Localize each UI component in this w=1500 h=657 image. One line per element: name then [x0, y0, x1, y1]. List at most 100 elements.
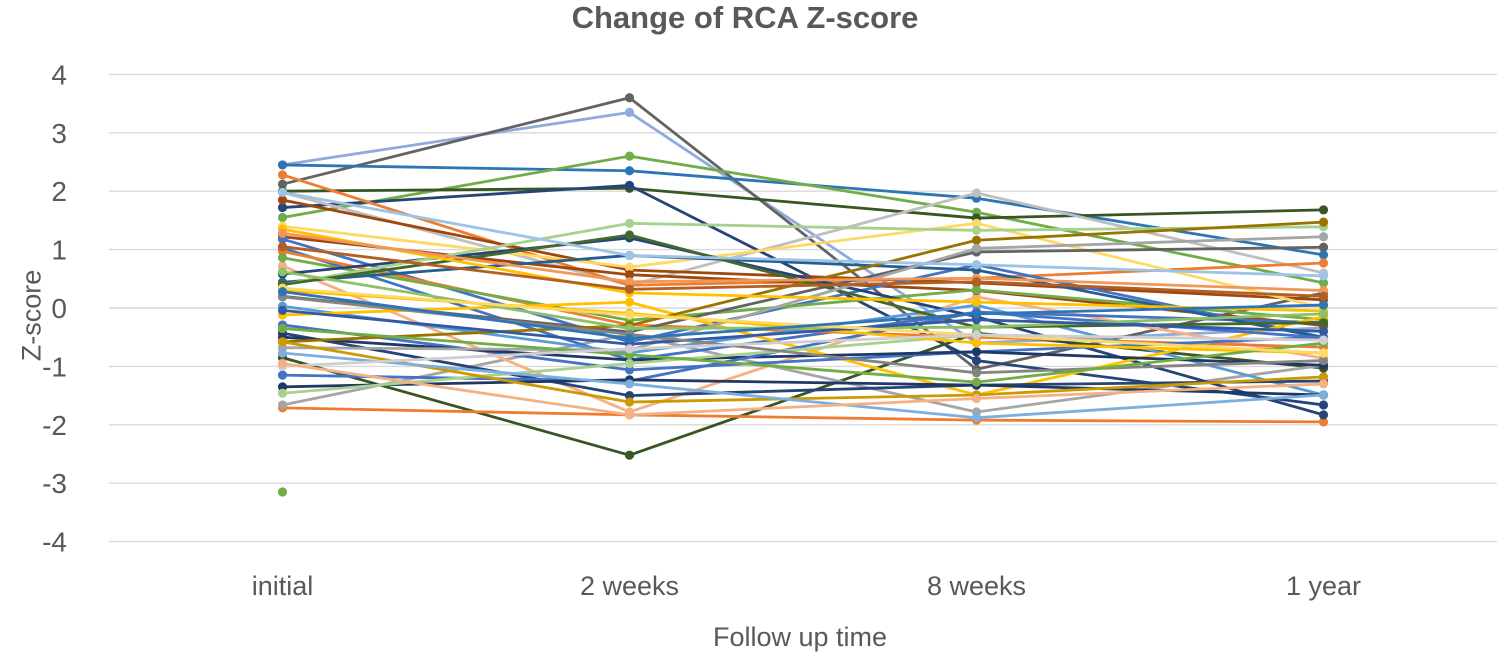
series-line: [975, 359, 1325, 375]
data-point-marker: [1318, 300, 1329, 310]
series-line: [975, 318, 1325, 333]
data-point-marker: [1318, 318, 1329, 328]
data-point-marker: [277, 348, 288, 358]
data-point-marker: [624, 450, 635, 460]
data-point-marker: [971, 338, 982, 348]
x-tick-label: 2 weeks: [580, 571, 679, 601]
series-line: [281, 286, 631, 317]
series-line: [975, 280, 1325, 298]
series-line: [975, 418, 1325, 424]
series-line: [628, 276, 978, 284]
data-point-marker: [971, 225, 982, 235]
data-point-marker: [1318, 217, 1329, 227]
series-line: [975, 281, 1325, 302]
series-line: [628, 254, 978, 267]
data-point-marker: [971, 377, 982, 387]
series-line: [975, 300, 1325, 313]
series-line: [628, 291, 978, 304]
data-point-marker: [624, 218, 635, 228]
data-point-marker: [1318, 417, 1329, 427]
series-line: [281, 173, 631, 287]
series: [277, 287, 1329, 343]
data-point-marker: [277, 195, 288, 205]
data-point-marker: [1318, 335, 1329, 345]
y-tick-label: 3: [51, 118, 67, 149]
series-line: [628, 383, 978, 398]
data-point-marker: [971, 277, 982, 287]
x-tick-label: initial: [252, 571, 314, 601]
series-line: [975, 363, 1325, 414]
series-line: [281, 96, 631, 186]
series-line: [281, 264, 631, 414]
data-point-marker: [1318, 390, 1329, 400]
data-point-marker: [277, 170, 288, 180]
data-point-marker: [624, 230, 635, 240]
series-line: [975, 220, 1325, 242]
series-line: [975, 393, 1325, 420]
series-line: [281, 378, 631, 389]
data-point-marker: [624, 358, 635, 369]
data-point-marker: [971, 368, 982, 378]
data-point-marker: [1318, 232, 1329, 242]
series-line: [975, 210, 1325, 285]
series-line: [281, 327, 631, 357]
data-point-marker: [1318, 400, 1329, 410]
y-tick-label: -4: [42, 527, 67, 558]
series-line: [628, 186, 978, 220]
series: [277, 337, 1329, 407]
data-point-marker: [624, 93, 635, 103]
data-point-marker: [277, 267, 288, 277]
data-point-marker: [624, 277, 635, 287]
data-point-marker: [624, 250, 635, 261]
series-line: [281, 290, 631, 340]
chart-title: Change of RCA Z-score: [571, 0, 919, 35]
x-axis-title: Follow up time: [712, 622, 888, 652]
data-point-marker: [624, 310, 635, 320]
series-line: [628, 353, 978, 384]
data-point-marker: [1318, 410, 1329, 420]
data-point-marker: [1318, 258, 1329, 268]
series-line: [975, 276, 1325, 292]
series-line: [975, 225, 1325, 232]
data-point-marker: [1318, 250, 1329, 260]
series-line: [975, 379, 1325, 387]
series-line: [281, 246, 631, 362]
series-line: [628, 332, 978, 375]
data-point-marker: [624, 410, 635, 420]
series-line: [975, 263, 1325, 278]
series-line: [281, 190, 631, 257]
series-line: [628, 288, 978, 322]
data-point-marker: [277, 212, 288, 223]
series: [277, 330, 1329, 371]
data-point-marker: [277, 382, 288, 392]
data-point-marker: [277, 388, 288, 398]
series-line: [628, 325, 978, 330]
data-point-marker: [277, 305, 288, 315]
data-point-marker: [1318, 372, 1329, 382]
series-line: [975, 333, 1325, 355]
data-point-marker: [1318, 242, 1329, 252]
data-point-marker: [624, 397, 635, 407]
data-point-marker: [1318, 326, 1329, 336]
data-point-marker: [971, 297, 982, 307]
series: [277, 242, 1329, 301]
series: [277, 187, 1329, 281]
data-point-marker: [1318, 348, 1329, 358]
series-line: [281, 331, 631, 398]
data-point-marker: [971, 285, 982, 295]
series-line: [975, 310, 1325, 325]
data-point-marker: [277, 358, 288, 369]
series: [277, 183, 1329, 223]
y-tick-label: 4: [51, 59, 67, 90]
series-line: [628, 221, 978, 269]
series-line: [281, 300, 631, 317]
series-line: [975, 295, 1325, 360]
data-point-marker: [971, 393, 982, 404]
series-line: [975, 235, 1325, 250]
series-line: [281, 406, 631, 417]
data-point-marker: [277, 337, 288, 347]
series-line: [281, 245, 631, 291]
series-line: [975, 333, 1325, 342]
